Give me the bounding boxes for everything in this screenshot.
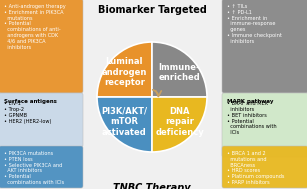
Text: TNBC Therapy: TNBC Therapy bbox=[113, 183, 191, 189]
Text: MAPK pathway: MAPK pathway bbox=[227, 99, 274, 104]
Text: Immune-
enriched: Immune- enriched bbox=[159, 63, 200, 82]
FancyBboxPatch shape bbox=[222, 93, 307, 157]
FancyBboxPatch shape bbox=[222, 0, 307, 93]
FancyBboxPatch shape bbox=[0, 93, 83, 147]
Text: • BRCA 1 and 2
  mutations and
  BRCAness
• HRD scores
• Platinum compounds
• PA: • BRCA 1 and 2 mutations and BRCAness • … bbox=[227, 151, 284, 185]
Text: DNA
repair
deficiency: DNA repair deficiency bbox=[155, 107, 204, 137]
Text: Surface antigens: Surface antigens bbox=[4, 99, 57, 104]
Text: • PIK3CA mutations
• PTEN loss
• Selective PIK3CA and
  AKT inhibitors
• Potenti: • PIK3CA mutations • PTEN loss • Selecti… bbox=[4, 151, 64, 185]
Text: Luminal
androgen
receptor: Luminal androgen receptor bbox=[102, 57, 147, 87]
FancyBboxPatch shape bbox=[222, 146, 307, 188]
Wedge shape bbox=[97, 42, 152, 97]
Text: PI3K/AKT/
mTOR
activated: PI3K/AKT/ mTOR activated bbox=[102, 107, 147, 137]
Wedge shape bbox=[152, 97, 207, 152]
Text: • BRAF and MEK
  inhibitors
• BET inhibitors
• Potential
  combinations with
  I: • BRAF and MEK inhibitors • BET inhibito… bbox=[227, 101, 277, 135]
Text: • LIV-1
• Trop-2
• GPNMB
• HER2 (HER2-low): • LIV-1 • Trop-2 • GPNMB • HER2 (HER2-lo… bbox=[4, 101, 51, 124]
Text: Biomarker Targeted: Biomarker Targeted bbox=[98, 5, 206, 15]
Text: • Anti-androgen therapy
• Enrichment in PIK3CA
  mutations
• Potential
  combina: • Anti-androgen therapy • Enrichment in … bbox=[4, 4, 66, 50]
Text: • ↑ TILs
• ↑ PD-L1
• Enrichment in
  immune-response
  genes
• Immune checkpoint: • ↑ TILs • ↑ PD-L1 • Enrichment in immun… bbox=[227, 4, 282, 44]
FancyBboxPatch shape bbox=[0, 146, 83, 188]
Wedge shape bbox=[152, 42, 207, 97]
Wedge shape bbox=[97, 97, 152, 152]
FancyBboxPatch shape bbox=[0, 0, 83, 93]
